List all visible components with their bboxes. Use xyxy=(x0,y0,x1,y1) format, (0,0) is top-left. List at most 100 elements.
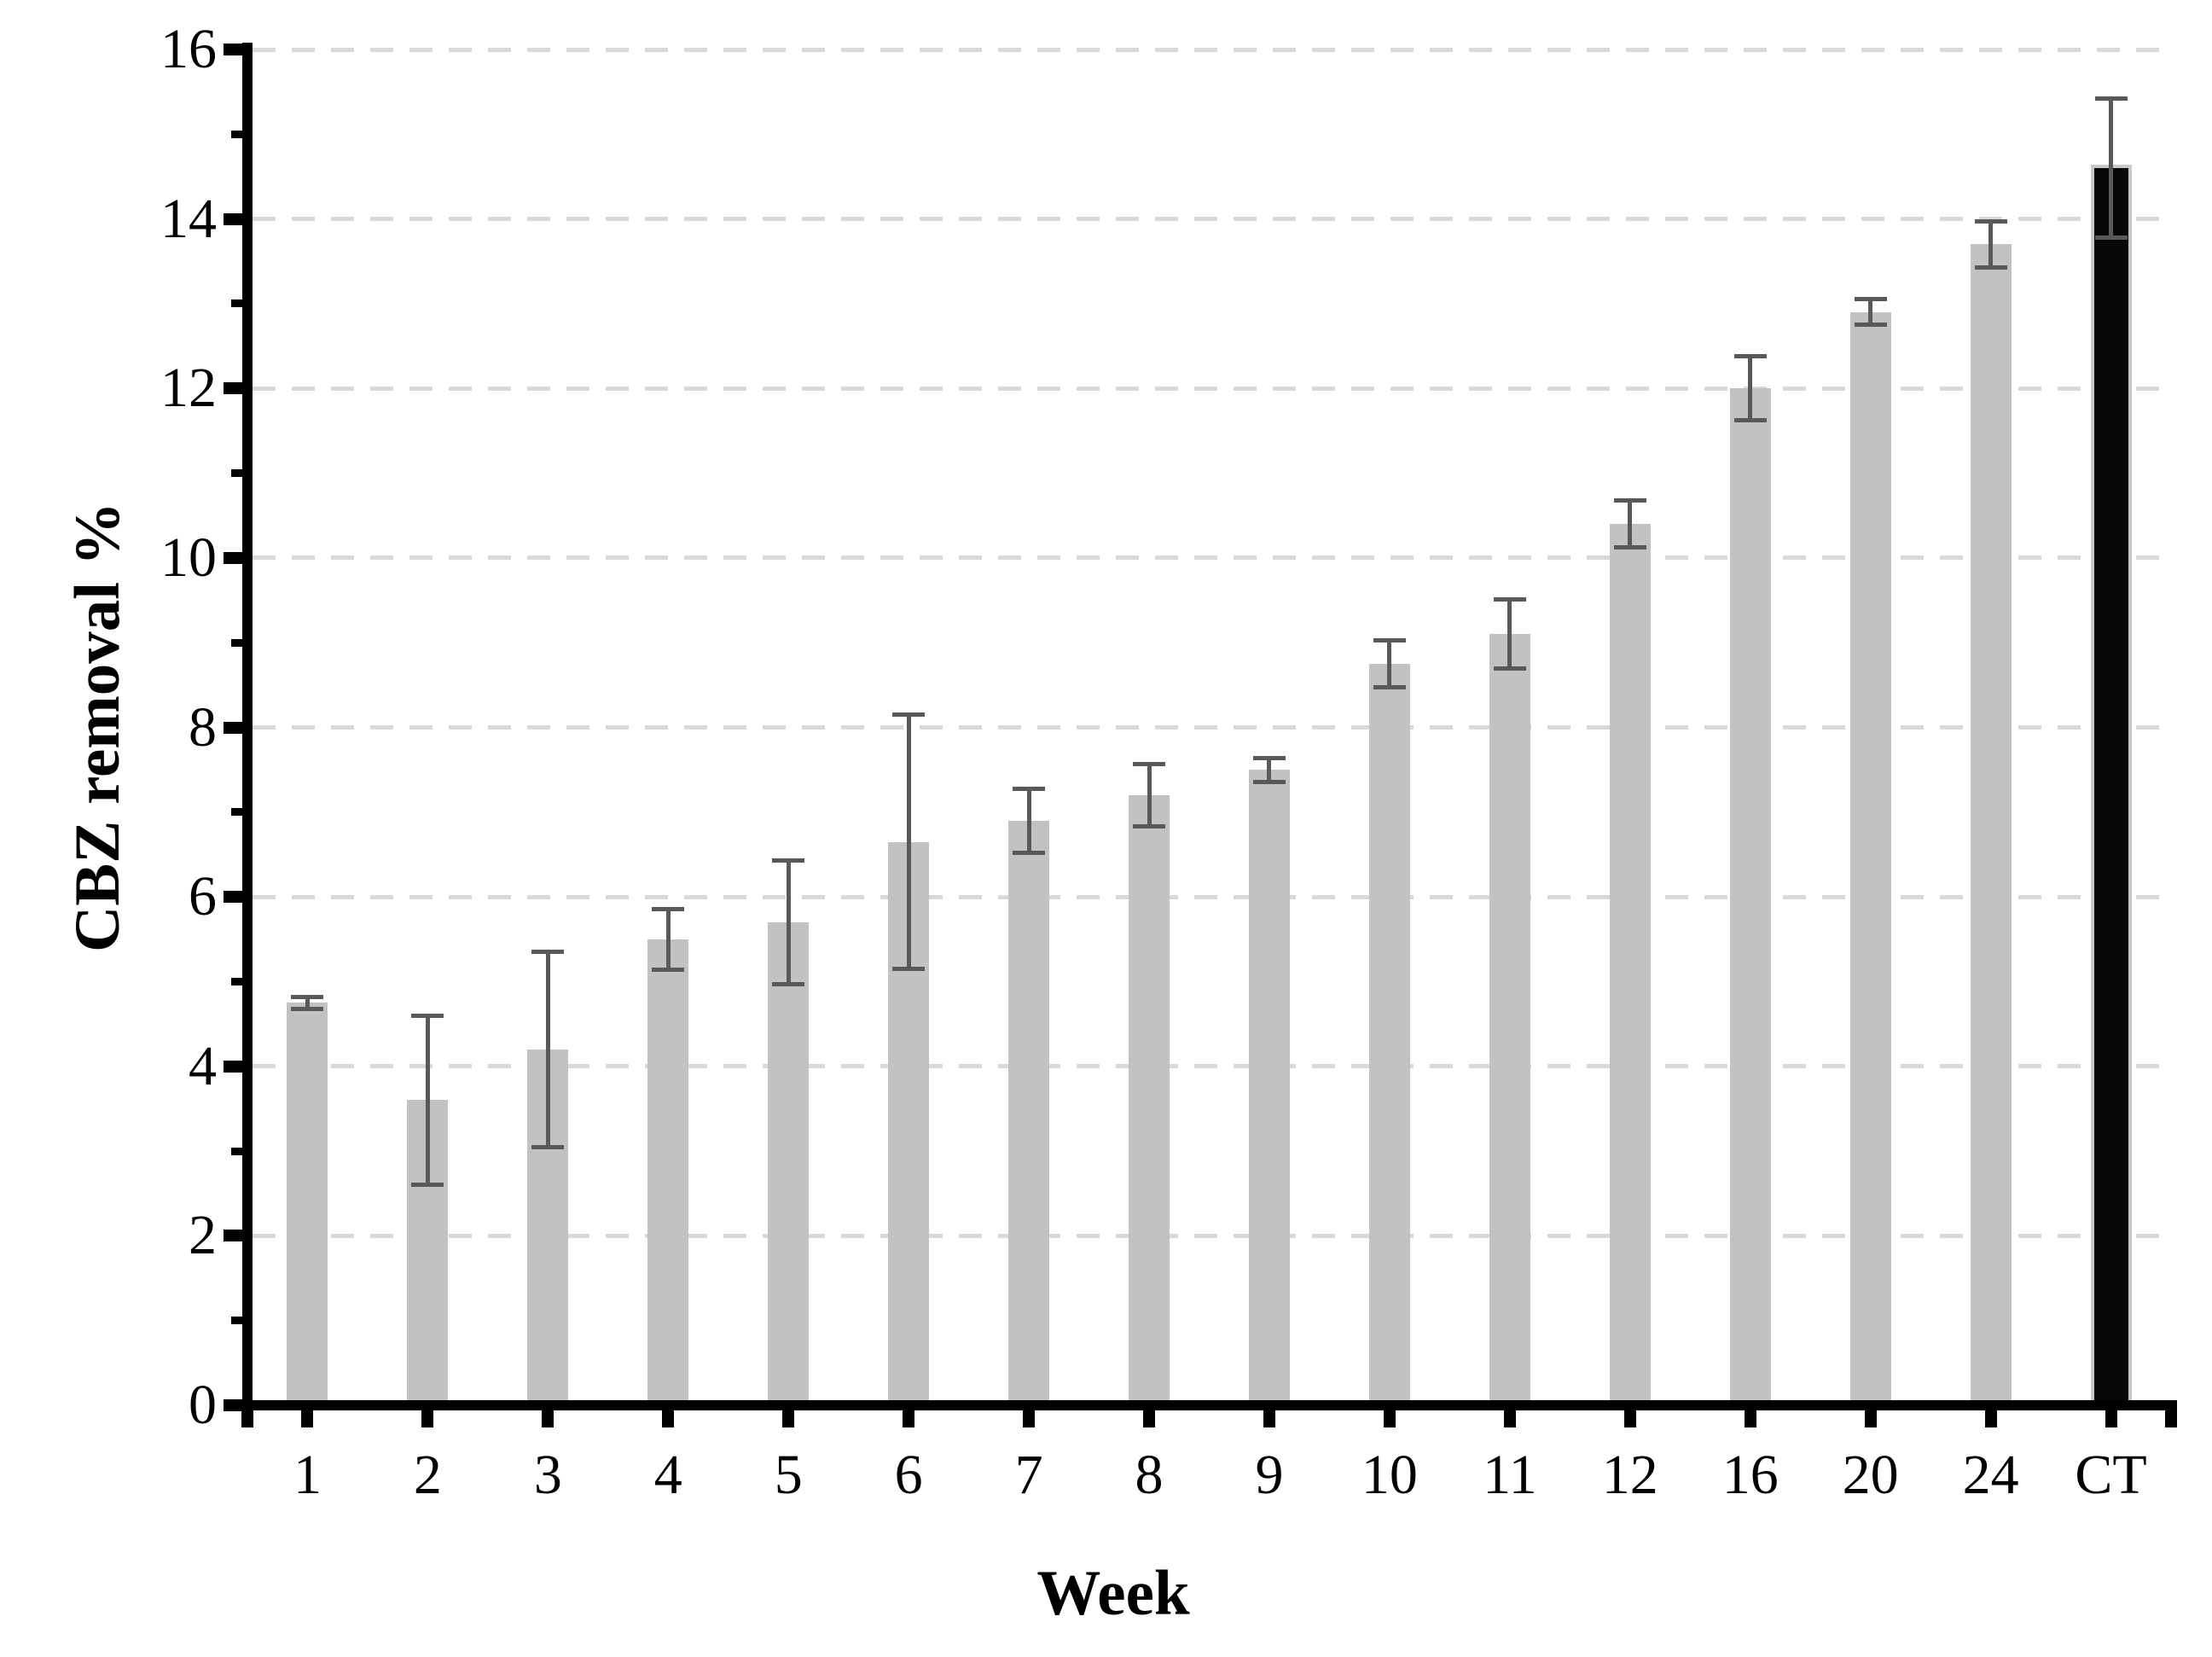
y-major-tick xyxy=(224,721,242,734)
x-tick-label: 9 xyxy=(1255,1444,1284,1506)
y-tick-label: 6 xyxy=(189,865,217,928)
y-major-tick xyxy=(224,1060,242,1073)
x-tick xyxy=(662,1410,675,1427)
bar xyxy=(1609,524,1651,1405)
x-tick xyxy=(1864,1410,1877,1427)
y-tick-label: 16 xyxy=(160,18,217,80)
x-tick-label: 3 xyxy=(533,1444,562,1506)
x-tick-label: 7 xyxy=(1014,1444,1043,1506)
error-bar-cap-bottom xyxy=(892,967,926,972)
x-tick xyxy=(2105,1410,2117,1427)
x-tick-label: 12 xyxy=(1601,1444,1658,1506)
y-gridline xyxy=(253,217,2171,222)
error-bar-cap-top xyxy=(652,906,685,911)
x-tick-label: 24 xyxy=(1962,1444,2019,1506)
x-tick xyxy=(1503,1410,1516,1427)
x-tick-label: 16 xyxy=(1721,1444,1779,1506)
y-axis-line xyxy=(242,43,253,1410)
y-minor-tick xyxy=(231,299,242,308)
y-minor-tick xyxy=(231,130,242,138)
y-major-tick xyxy=(224,212,242,225)
error-bar-line xyxy=(305,997,310,1009)
x-tick xyxy=(421,1410,434,1427)
x-tick-label: 10 xyxy=(1361,1444,1418,1506)
error-bar-cap-bottom xyxy=(1854,323,1887,328)
bar xyxy=(647,939,689,1405)
error-bar-line xyxy=(2109,98,2114,238)
bar-ct xyxy=(2090,165,2132,1405)
error-bar-cap-bottom xyxy=(1974,265,2007,270)
error-bar-cap-bottom xyxy=(1733,418,1767,423)
error-bar-line xyxy=(786,860,791,985)
bar xyxy=(1849,311,1891,1405)
x-tick-label: 8 xyxy=(1135,1444,1164,1506)
x-axis-line xyxy=(242,1400,2177,1410)
y-tick-label: 2 xyxy=(189,1204,217,1267)
error-bar-cap-bottom xyxy=(1613,545,1646,550)
error-bar-cap-bottom xyxy=(772,981,805,986)
error-bar-cap-bottom xyxy=(1373,685,1406,690)
y-minor-tick xyxy=(231,469,242,478)
y-tick-label: 10 xyxy=(160,526,217,589)
error-bar-cap-top xyxy=(1733,354,1767,358)
y-minor-tick xyxy=(231,808,242,817)
bar xyxy=(1489,634,1530,1405)
y-tick-label: 12 xyxy=(160,357,217,420)
error-bar-cap-top xyxy=(1854,297,1887,302)
y-axis-title: CBZ removal % xyxy=(62,502,133,952)
error-bar-cap-bottom xyxy=(531,1144,565,1149)
bar xyxy=(1970,244,2012,1405)
x-tick xyxy=(1023,1410,1036,1427)
x-tick xyxy=(2165,1410,2177,1427)
error-bar-cap-top xyxy=(291,994,324,999)
error-bar-line xyxy=(665,909,671,970)
x-tick xyxy=(903,1410,915,1427)
error-bar-line xyxy=(1628,500,1633,548)
x-tick-label: 4 xyxy=(653,1444,682,1506)
error-bar-cap-bottom xyxy=(1252,779,1286,784)
error-bar-line xyxy=(1387,640,1392,688)
y-tick-label: 4 xyxy=(189,1034,217,1097)
error-bar-cap-top xyxy=(1493,597,1526,602)
error-bar-cap-bottom xyxy=(1493,666,1526,672)
x-tick-label: 6 xyxy=(894,1444,923,1506)
error-bar-cap-bottom xyxy=(1133,824,1166,829)
y-gridline xyxy=(253,386,2171,391)
x-tick xyxy=(1263,1410,1275,1427)
y-minor-tick xyxy=(231,1147,242,1155)
y-major-tick xyxy=(224,1230,242,1242)
x-tick-label: 1 xyxy=(293,1444,322,1506)
error-bar-cap-top xyxy=(892,712,926,718)
x-tick xyxy=(1744,1410,1756,1427)
error-bar-line xyxy=(1868,299,1873,325)
bar xyxy=(1008,820,1050,1405)
x-tick-label: CT xyxy=(2075,1444,2147,1506)
error-bar-cap-top xyxy=(2094,96,2128,102)
error-bar-cap-bottom xyxy=(2094,235,2128,240)
y-gridline xyxy=(253,1064,2171,1069)
y-gridline xyxy=(253,725,2171,730)
y-tick-label: 14 xyxy=(160,187,217,250)
x-axis-title: Week xyxy=(1036,1558,1190,1629)
error-bar-cap-top xyxy=(1373,637,1406,642)
error-bar-cap-top xyxy=(772,858,805,863)
error-bar-cap-bottom xyxy=(652,968,685,973)
bar xyxy=(768,922,810,1405)
error-bar-cap-bottom xyxy=(291,1006,324,1011)
error-bar-cap-top xyxy=(411,1013,444,1018)
error-bar-cap-bottom xyxy=(1013,850,1046,855)
error-bar-cap-top xyxy=(1974,219,2007,224)
x-tick xyxy=(542,1410,554,1427)
bar xyxy=(1248,770,1290,1405)
y-major-tick xyxy=(224,1399,242,1411)
y-tick-label: 0 xyxy=(189,1374,217,1436)
y-major-tick xyxy=(224,551,242,564)
x-tick xyxy=(1143,1410,1156,1427)
error-bar-cap-top xyxy=(1133,761,1166,766)
x-tick-label: 2 xyxy=(413,1444,442,1506)
error-bar-line xyxy=(1748,356,1753,421)
error-bar-cap-bottom xyxy=(411,1183,444,1188)
error-bar-line xyxy=(1267,758,1272,782)
y-gridline xyxy=(253,1233,2171,1238)
